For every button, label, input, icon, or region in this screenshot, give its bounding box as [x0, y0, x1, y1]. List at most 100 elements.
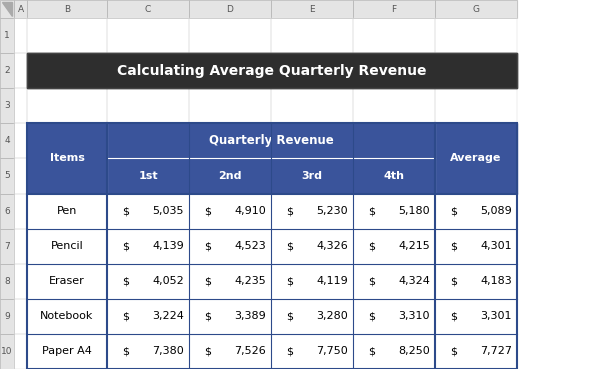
- Bar: [271, 229, 353, 264]
- Bar: [435, 193, 517, 229]
- Bar: [271, 123, 353, 158]
- Bar: [14, 123, 27, 158]
- Text: Calculating Average Quarterly Revenue: Calculating Average Quarterly Revenue: [117, 63, 427, 77]
- Text: E: E: [309, 4, 315, 14]
- Bar: [107, 88, 189, 123]
- Text: $: $: [122, 206, 128, 216]
- Text: 5: 5: [4, 172, 10, 180]
- Text: 2: 2: [4, 66, 10, 75]
- Text: $: $: [450, 346, 457, 356]
- Bar: [107, 193, 189, 229]
- Text: $: $: [204, 241, 211, 251]
- Bar: [27, 299, 107, 334]
- Bar: [107, 53, 189, 88]
- Bar: [435, 123, 517, 158]
- Bar: [271, 53, 353, 88]
- Bar: [14, 229, 27, 264]
- Bar: [107, 0, 189, 18]
- Text: $: $: [450, 311, 457, 321]
- Text: Pencil: Pencil: [51, 241, 84, 251]
- Bar: [0, 229, 14, 264]
- Bar: [353, 158, 435, 193]
- Bar: [27, 193, 107, 229]
- Bar: [0, 88, 14, 123]
- Text: 3,389: 3,389: [235, 311, 266, 321]
- Bar: [271, 299, 353, 334]
- Text: $: $: [368, 346, 375, 356]
- Bar: [107, 18, 189, 53]
- Bar: [435, 299, 517, 334]
- Bar: [189, 264, 271, 299]
- Text: B: B: [64, 4, 70, 14]
- Bar: [0, 0, 14, 18]
- Bar: [0, 53, 14, 88]
- Text: 1: 1: [4, 31, 10, 40]
- Bar: [189, 264, 271, 299]
- Bar: [27, 264, 517, 299]
- Bar: [435, 299, 517, 334]
- Bar: [435, 229, 517, 264]
- Bar: [353, 299, 435, 334]
- Text: A: A: [18, 4, 24, 14]
- Text: $: $: [286, 346, 293, 356]
- Bar: [435, 18, 517, 53]
- Bar: [14, 264, 27, 299]
- Bar: [14, 334, 27, 369]
- Text: 5,035: 5,035: [153, 206, 184, 216]
- Bar: [271, 0, 353, 18]
- Bar: [27, 264, 107, 299]
- Bar: [271, 158, 353, 193]
- Bar: [27, 334, 107, 369]
- Text: Eraser: Eraser: [49, 276, 85, 286]
- Bar: [107, 53, 189, 88]
- Bar: [107, 229, 189, 264]
- Bar: [14, 123, 27, 158]
- Bar: [353, 88, 435, 123]
- Bar: [435, 193, 517, 229]
- Bar: [435, 264, 517, 299]
- Bar: [189, 299, 271, 334]
- Text: $: $: [286, 241, 293, 251]
- Text: 7,750: 7,750: [316, 346, 348, 356]
- Text: $: $: [368, 206, 375, 216]
- Bar: [435, 53, 517, 88]
- Bar: [27, 334, 517, 369]
- Bar: [0, 18, 14, 53]
- Bar: [353, 53, 435, 88]
- Text: $: $: [368, 276, 375, 286]
- Bar: [435, 123, 517, 158]
- Text: $: $: [368, 311, 375, 321]
- Bar: [27, 53, 517, 88]
- Text: 2nd: 2nd: [218, 171, 242, 181]
- Text: 10: 10: [1, 347, 13, 356]
- Text: G: G: [473, 4, 479, 14]
- Bar: [107, 18, 189, 53]
- Bar: [435, 88, 517, 123]
- Bar: [0, 264, 14, 299]
- Bar: [353, 334, 435, 369]
- Bar: [189, 0, 271, 18]
- Bar: [271, 88, 353, 123]
- Bar: [271, 18, 353, 53]
- Text: $: $: [286, 311, 293, 321]
- Bar: [353, 0, 435, 18]
- Bar: [189, 88, 271, 123]
- Bar: [271, 53, 353, 88]
- Text: 4,326: 4,326: [316, 241, 348, 251]
- Bar: [189, 53, 271, 88]
- Bar: [435, 0, 517, 18]
- Text: 4th: 4th: [384, 171, 404, 181]
- Bar: [189, 229, 271, 264]
- Text: 8: 8: [4, 277, 10, 286]
- Bar: [271, 123, 353, 158]
- Text: 4,301: 4,301: [481, 241, 512, 251]
- Bar: [0, 193, 14, 229]
- Bar: [189, 53, 271, 88]
- Bar: [189, 299, 271, 334]
- Bar: [0, 88, 14, 123]
- Bar: [0, 299, 14, 334]
- Text: 7,380: 7,380: [152, 346, 184, 356]
- Bar: [189, 88, 271, 123]
- Text: $: $: [122, 276, 128, 286]
- Bar: [271, 193, 353, 229]
